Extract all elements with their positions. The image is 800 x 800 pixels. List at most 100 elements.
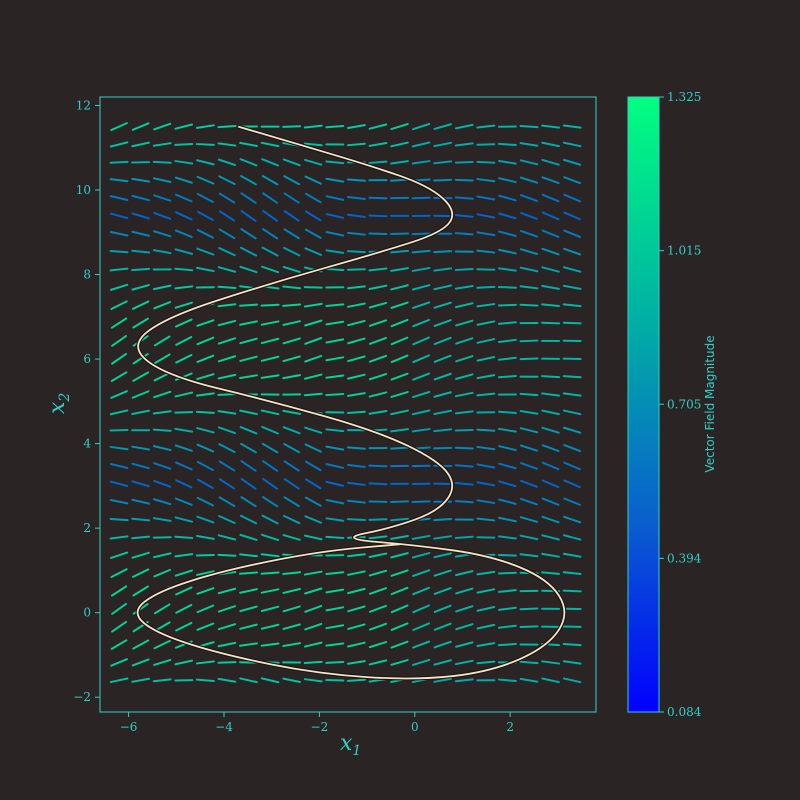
- vector-arrow: [131, 551, 150, 559]
- y-tick-label: 6: [83, 352, 91, 366]
- vector-arrow: [304, 496, 322, 507]
- vector-arrow: [562, 589, 582, 593]
- vector-arrow: [346, 481, 366, 486]
- vector-arrow: [412, 372, 431, 381]
- vector-arrow: [390, 284, 409, 291]
- vector-arrow: [282, 374, 302, 380]
- vector-arrow: [562, 284, 582, 290]
- vector-arrow: [325, 338, 345, 344]
- vector-arrow: [175, 353, 193, 364]
- vector-arrow: [476, 249, 496, 254]
- vector-arrow: [282, 158, 301, 167]
- vector-arrow: [153, 353, 171, 365]
- vector-arrow: [498, 194, 517, 202]
- x-axis-label: x1: [340, 731, 361, 759]
- vector-arrow: [562, 392, 582, 397]
- vector-arrow: [454, 232, 474, 236]
- vector-arrow: [283, 442, 301, 454]
- vector-arrow: [132, 371, 150, 382]
- vector-arrow: [541, 229, 560, 238]
- vector-arrow: [347, 319, 366, 327]
- vector-arrow: [476, 623, 496, 630]
- vector-arrow: [454, 678, 474, 683]
- vector-arrow: [347, 623, 366, 630]
- vector-arrow: [131, 462, 150, 470]
- vector-arrow: [325, 463, 345, 469]
- vector-arrow: [282, 337, 301, 345]
- vector-arrow: [109, 178, 129, 183]
- vector-arrow: [519, 660, 539, 665]
- vector-arrow: [218, 496, 236, 507]
- vector-arrow: [562, 534, 582, 541]
- vector-arrow: [132, 568, 150, 578]
- vector-arrow: [260, 571, 280, 575]
- vector-arrow: [304, 426, 323, 434]
- vector-arrow: [412, 622, 430, 632]
- vector-arrow: [240, 228, 257, 240]
- vector-arrow: [541, 479, 560, 489]
- vector-arrow: [476, 463, 496, 469]
- vector-arrow: [110, 371, 128, 382]
- vector-arrow: [152, 410, 172, 415]
- vector-arrow: [261, 533, 280, 542]
- vector-arrow: [498, 462, 517, 470]
- vector-arrow: [563, 479, 581, 489]
- vector-arrow: [562, 409, 582, 416]
- y-axis: −2 0 2 4 6 8 10 12: [73, 98, 100, 704]
- vector-arrow: [368, 301, 388, 309]
- vector-arrow: [175, 603, 193, 614]
- vector-arrow: [497, 374, 517, 379]
- vector-arrow: [153, 462, 172, 470]
- vector-arrow: [110, 390, 128, 399]
- vector-arrow: [109, 409, 129, 416]
- vector-arrow: [260, 337, 280, 345]
- vector-arrow: [196, 319, 215, 327]
- vector-arrow: [390, 391, 409, 398]
- vector-arrow: [239, 374, 258, 379]
- vector-arrow: [519, 625, 539, 628]
- vector-arrow: [497, 553, 517, 557]
- vector-arrow: [411, 141, 431, 148]
- vector-arrow: [497, 624, 517, 629]
- vector-arrow: [454, 535, 474, 540]
- vector-arrow: [109, 428, 129, 432]
- vector-arrow: [454, 123, 474, 130]
- vector-arrow: [541, 266, 560, 273]
- vector-arrow: [282, 623, 301, 630]
- vector-arrow: [174, 535, 194, 540]
- vector-arrow: [325, 588, 345, 594]
- vector-arrow: [412, 301, 431, 309]
- vector-arrow: [217, 393, 237, 396]
- vector-arrow: [476, 660, 496, 665]
- vector-arrow: [412, 640, 431, 649]
- vector-arrow: [196, 460, 214, 471]
- vector-arrow: [240, 210, 257, 222]
- vector-arrow: [131, 480, 150, 488]
- vector-arrow: [282, 677, 302, 683]
- vector-arrow: [347, 373, 366, 380]
- vector-arrow: [152, 445, 172, 452]
- vector-arrow: [261, 246, 279, 257]
- vector-arrow: [498, 498, 517, 505]
- vector-arrow: [153, 122, 172, 131]
- vector-arrow: [433, 659, 452, 666]
- vector-arrow: [217, 605, 237, 613]
- vector-arrow: [368, 319, 388, 327]
- vector-arrow: [562, 642, 582, 647]
- vector-arrow: [175, 318, 193, 328]
- vector-arrow: [261, 496, 279, 508]
- vector-arrow: [260, 642, 280, 647]
- vector-arrow: [541, 193, 560, 203]
- vector-arrow: [433, 301, 452, 309]
- vector-arrow: [174, 248, 194, 255]
- vector-arrow: [433, 391, 452, 398]
- vector-arrow: [153, 498, 172, 506]
- vector-arrow: [196, 354, 215, 363]
- vector-arrow: [541, 534, 560, 541]
- vector-arrow: [152, 177, 172, 184]
- vector-arrow: [563, 176, 582, 185]
- vector-arrow: [195, 143, 215, 146]
- vector-arrow: [110, 122, 128, 132]
- vector-arrow: [541, 444, 560, 453]
